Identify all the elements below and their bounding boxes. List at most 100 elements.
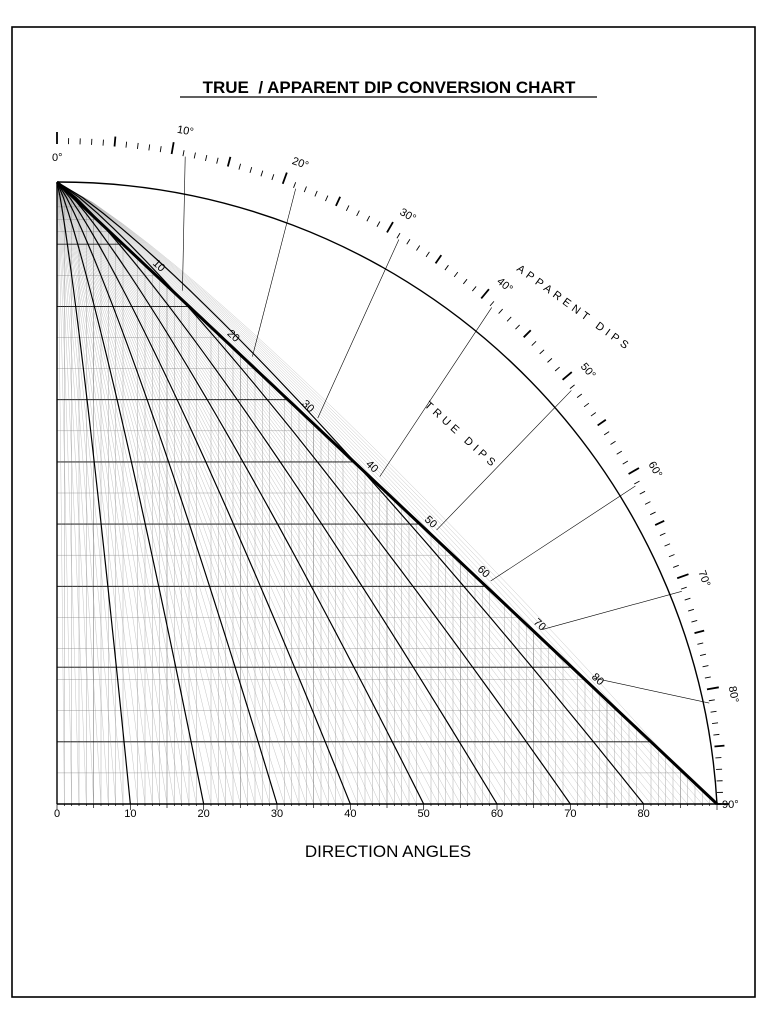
- dip-connector-line: [317, 239, 400, 419]
- arc-tick: [628, 467, 640, 475]
- arc-tick: [345, 205, 350, 211]
- direction-angle-fine-curve: [56, 181, 270, 805]
- x-axis-title: DIRECTION ANGLES: [305, 842, 471, 861]
- direction-angle-fine-curve: [56, 181, 432, 805]
- chart-title: TRUE / APPARENT DIP CONVERSION CHART: [203, 78, 576, 97]
- direction-angle-fine-curve: [56, 181, 637, 805]
- dip-connector-line: [490, 485, 636, 582]
- direction-angle-fine-curve: [56, 181, 380, 805]
- arc-tick: [668, 554, 675, 558]
- direction-angle-fine-curve: [56, 181, 476, 805]
- direction-angle-fine-curve: [56, 181, 710, 805]
- chart-labels: 0 10 20 30 40 50 60 70 8010203040506070800°10°20…: [52, 124, 741, 820]
- arc-tick: [515, 324, 520, 330]
- dip-connector-line: [379, 307, 492, 477]
- direction-angle-fine-curve: [56, 181, 138, 805]
- direction-angle-fine-curve: [56, 181, 593, 805]
- direction-angle-fine-curve: [56, 181, 234, 805]
- arc-tick: [597, 418, 607, 427]
- arc-tick: [489, 301, 495, 307]
- direction-angle-fine-curve: [56, 181, 292, 805]
- direction-angle-fine-curve: [56, 181, 190, 805]
- arc-tick: [622, 460, 629, 465]
- direction-angle-fine-curve: [56, 181, 344, 805]
- direction-angle-fine-curve: [56, 181, 446, 805]
- apparent-dip-label: 80°: [726, 685, 741, 703]
- direction-angle-fine-curve: [56, 181, 329, 805]
- direction-angle-fine-curve: [56, 181, 615, 805]
- direction-angle-label: 80: [638, 808, 650, 820]
- direction-angle-fine-curve: [56, 181, 80, 805]
- arc-tick: [713, 733, 720, 736]
- arc-tick: [314, 190, 318, 197]
- direction-angle-fine-curve: [56, 181, 373, 805]
- arc-tick: [462, 278, 468, 285]
- arc-tick: [386, 221, 394, 233]
- direction-angle-fine-curve: [56, 181, 116, 805]
- arc-tick: [644, 501, 651, 505]
- direction-angle-fine-curve: [56, 181, 358, 805]
- apparent-dip-label: 30°: [398, 206, 418, 225]
- arc-tick: [539, 349, 545, 355]
- direction-angle-fine-curve: [56, 181, 226, 805]
- arc-tick: [676, 573, 689, 580]
- apparent-dip-label: 50°: [578, 361, 598, 381]
- direction-angle-fine-curve: [56, 181, 703, 805]
- direction-angle-fine-curve: [56, 181, 461, 805]
- direction-angle-fine-curve: [56, 181, 490, 805]
- arc-tick: [691, 619, 698, 623]
- direction-angle-fine-curve: [56, 181, 153, 805]
- arc-tick: [472, 286, 477, 292]
- direction-angle-fine-curve: [56, 181, 94, 805]
- direction-angle-fine-curve: [56, 181, 168, 805]
- arc-tick: [238, 163, 242, 170]
- direction-angle-fine-curve: [56, 181, 212, 805]
- arc-tick: [708, 699, 715, 702]
- arc-tick: [704, 676, 711, 679]
- direction-angle-fine-curve: [56, 181, 146, 805]
- direction-angle-fine-curve: [56, 181, 248, 805]
- arc-tick: [205, 154, 208, 162]
- arc-tick: [303, 186, 307, 193]
- arc-tick: [249, 166, 253, 173]
- direction-angle-fine-curve: [56, 181, 307, 805]
- direction-angle-fine-curve: [56, 181, 72, 805]
- direction-angle-label: 20: [198, 808, 210, 820]
- arc-tick: [694, 629, 705, 635]
- direction-angle-fine-curve: [56, 181, 410, 805]
- dip-connector-line: [593, 677, 710, 704]
- arc-tick: [710, 710, 717, 713]
- direction-angle-fine-curve: [56, 181, 688, 805]
- direction-angle-fine-curve: [56, 181, 395, 805]
- apparent-dip-label: 60°: [646, 460, 665, 480]
- arc-tick: [699, 653, 707, 656]
- arc-tick: [634, 480, 640, 485]
- direction-angle-fine-curve: [56, 181, 483, 805]
- direction-angle-fine-curve: [56, 181, 417, 805]
- dip-connector-line: [436, 390, 572, 531]
- arc-tick: [684, 597, 691, 601]
- arc-tick: [523, 329, 532, 338]
- arc-tick: [148, 144, 151, 151]
- direction-angle-fine-curve: [56, 181, 109, 805]
- arc-tick: [113, 136, 117, 147]
- apparent-dip-label: 70°: [695, 569, 712, 589]
- direction-angle-fine-curve: [56, 181, 439, 805]
- arc-tick: [125, 141, 128, 148]
- arc-tick: [650, 511, 656, 516]
- arc-tick: [576, 393, 583, 399]
- arc-tick: [706, 686, 719, 691]
- direction-angle-fine-curve: [56, 181, 696, 805]
- direction-angle-fine-curve: [56, 181, 586, 805]
- arc-tick: [193, 152, 196, 159]
- direction-angle-fine-curve: [56, 181, 388, 805]
- arc-tick: [664, 543, 671, 547]
- arc-tick: [271, 174, 275, 181]
- arc-tick: [444, 264, 449, 271]
- arc-tick: [216, 157, 219, 164]
- direction-angle-label: 0: [54, 808, 60, 820]
- direction-angle-fine-curve: [56, 181, 520, 805]
- arc-tick: [498, 308, 503, 314]
- direction-angle-curve: [56, 181, 498, 805]
- arc-tick: [260, 170, 264, 177]
